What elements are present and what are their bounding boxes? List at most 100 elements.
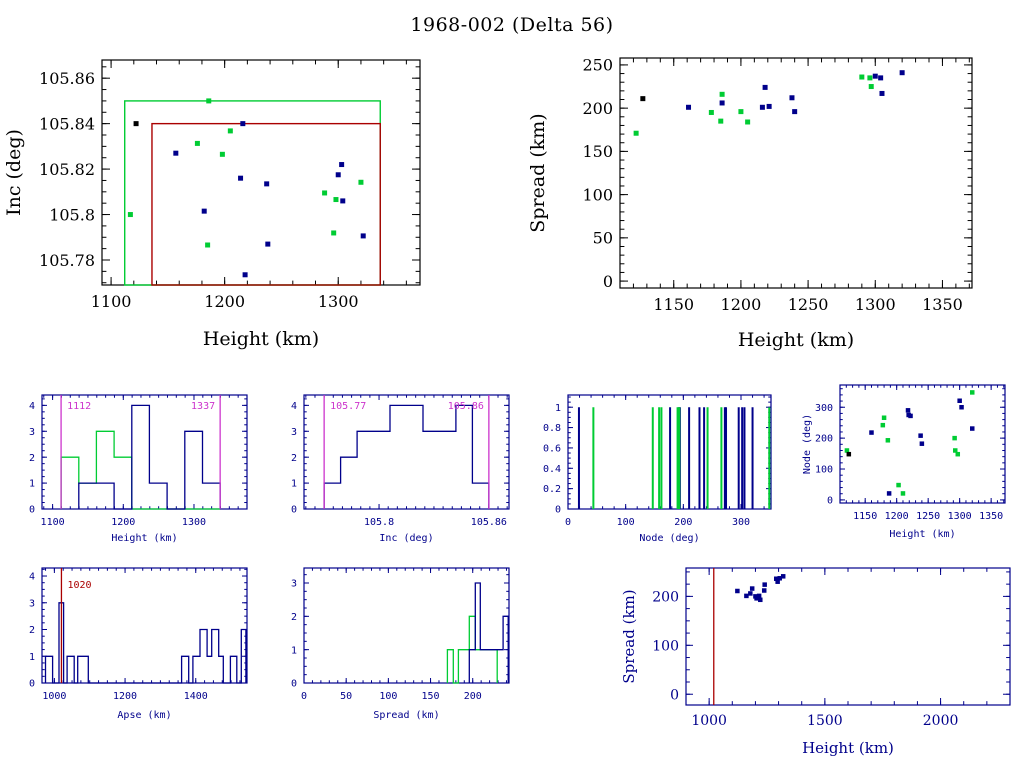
x-tick-label: 1400 [184, 691, 208, 702]
data-point [759, 104, 765, 110]
y-tick-label: 0 [603, 272, 613, 291]
y-tick-label: 3 [29, 598, 35, 609]
y-tick-label: 100 [815, 465, 833, 476]
y-tick-label: 1 [291, 479, 297, 490]
x-axis-label: Height (km) [802, 739, 894, 757]
green-box [124, 100, 381, 286]
data-point [238, 175, 244, 181]
plot-frame [685, 567, 1011, 706]
data-point [219, 151, 225, 157]
data-point [780, 574, 786, 579]
y-tick-label: 50 [593, 229, 613, 248]
y-tick-label: 2 [29, 625, 35, 636]
x-axis-label: Spread (km) [373, 710, 439, 721]
data-point [879, 90, 885, 96]
data-point [955, 451, 961, 457]
y-tick-label: 1 [29, 652, 35, 663]
y-tick-label: 4 [29, 572, 35, 583]
data-point [335, 172, 341, 178]
data-point [777, 576, 782, 581]
data-point [762, 84, 768, 90]
data-point [880, 422, 886, 428]
x-tick-label: 1350 [979, 511, 1003, 522]
data-point [900, 491, 906, 496]
data-point [859, 74, 865, 80]
panel-height-histogram: 1100 1200 1300 0 1 2 3 4 Height (km) 1112 1337 [10, 385, 255, 545]
data-point [952, 448, 958, 453]
y-tick-label: 200 [652, 589, 679, 605]
x-axis-label: Inc (deg) [379, 533, 433, 544]
data-point [358, 179, 364, 185]
y-tick-label: 2 [291, 612, 297, 623]
y-tick-label: 0 [291, 679, 297, 690]
y-tick-label: 200 [582, 99, 613, 118]
y-tick-label: 105.8 [49, 205, 95, 224]
y-tick-label: 0.2 [543, 484, 561, 495]
data-point [754, 596, 759, 601]
data-point [201, 208, 207, 214]
data-point [331, 230, 337, 236]
y-tick-label: 1 [555, 403, 561, 414]
y-tick-label: 105.78 [39, 251, 95, 270]
y-axis-label: Node (deg) [802, 414, 813, 474]
data-point [869, 430, 874, 435]
x-tick-label: 1200 [885, 511, 909, 522]
x-tick-label: 1100 [41, 517, 65, 528]
x-tick-label: 1200 [721, 295, 762, 314]
x-tick-label: 105.8 [364, 517, 394, 528]
data-point [919, 441, 925, 446]
x-axis-label: Height (km) [111, 533, 177, 544]
data-point [792, 109, 798, 115]
histogram-outline [78, 404, 221, 510]
data-point [775, 579, 780, 584]
data-point [264, 181, 270, 187]
x-tick-label: 1300 [855, 295, 896, 314]
data-point [970, 426, 975, 431]
y-tick-label: 100 [582, 185, 613, 204]
data-point [872, 73, 878, 79]
x-axis-label: Apse (km) [117, 710, 171, 721]
data-point [322, 190, 328, 196]
x-tick-label: 1000 [691, 713, 727, 729]
data-point [886, 491, 892, 496]
y-tick-label: 0 [555, 505, 561, 516]
threshold-label: 105.77 [330, 401, 366, 412]
data-point [738, 109, 744, 115]
data-point [908, 413, 913, 419]
y-tick-label: 250 [582, 56, 613, 75]
x-tick-label: 50 [340, 691, 352, 702]
data-point [970, 390, 975, 395]
y-tick-label: 105.82 [39, 160, 95, 179]
data-point [708, 109, 714, 115]
data-point [744, 593, 749, 599]
data-point [867, 75, 873, 81]
x-tick-label: 105.86 [471, 517, 507, 528]
panel-node-vs-height: 1150 1200 1250 1300 1350 0 100 200 300 Height (km… [800, 375, 1015, 545]
data-point [868, 84, 874, 90]
x-tick-label: 1100 [91, 292, 132, 311]
y-tick-label: 0 [291, 505, 297, 516]
plot-frame [101, 59, 421, 286]
y-tick-label: 200 [815, 434, 833, 445]
threshold-label: 1020 [67, 580, 91, 591]
data-point [957, 398, 962, 404]
x-tick-label: 1150 [853, 511, 877, 522]
panel-spread-vs-height-large: 1150 1200 1250 1300 1350 0 50 100 150 200 250 Heigh… [520, 40, 1000, 360]
data-point [905, 408, 911, 413]
data-point [846, 451, 852, 457]
panel-node-histogram: 0 100 200 300 0 0.2 0.4 0.6 0.8 1 Node (deg) [534, 385, 779, 545]
panel-spread-histogram: 0 50 100 150 200 0 1 2 3 Spread (km) [272, 558, 517, 723]
x-tick-label: 200 [464, 691, 482, 702]
y-tick-label: 105.84 [39, 114, 95, 133]
data-point [686, 104, 692, 110]
data-point [761, 588, 767, 593]
data-point [718, 118, 724, 124]
y-tick-label: 0.4 [543, 464, 561, 475]
data-point [633, 130, 639, 136]
histogram-outline [44, 602, 247, 684]
y-tick-label: 4 [291, 401, 297, 412]
y-tick-label: 2 [29, 453, 35, 464]
data-point [340, 198, 346, 204]
data-point [242, 272, 248, 278]
x-tick-label: 150 [422, 691, 440, 702]
